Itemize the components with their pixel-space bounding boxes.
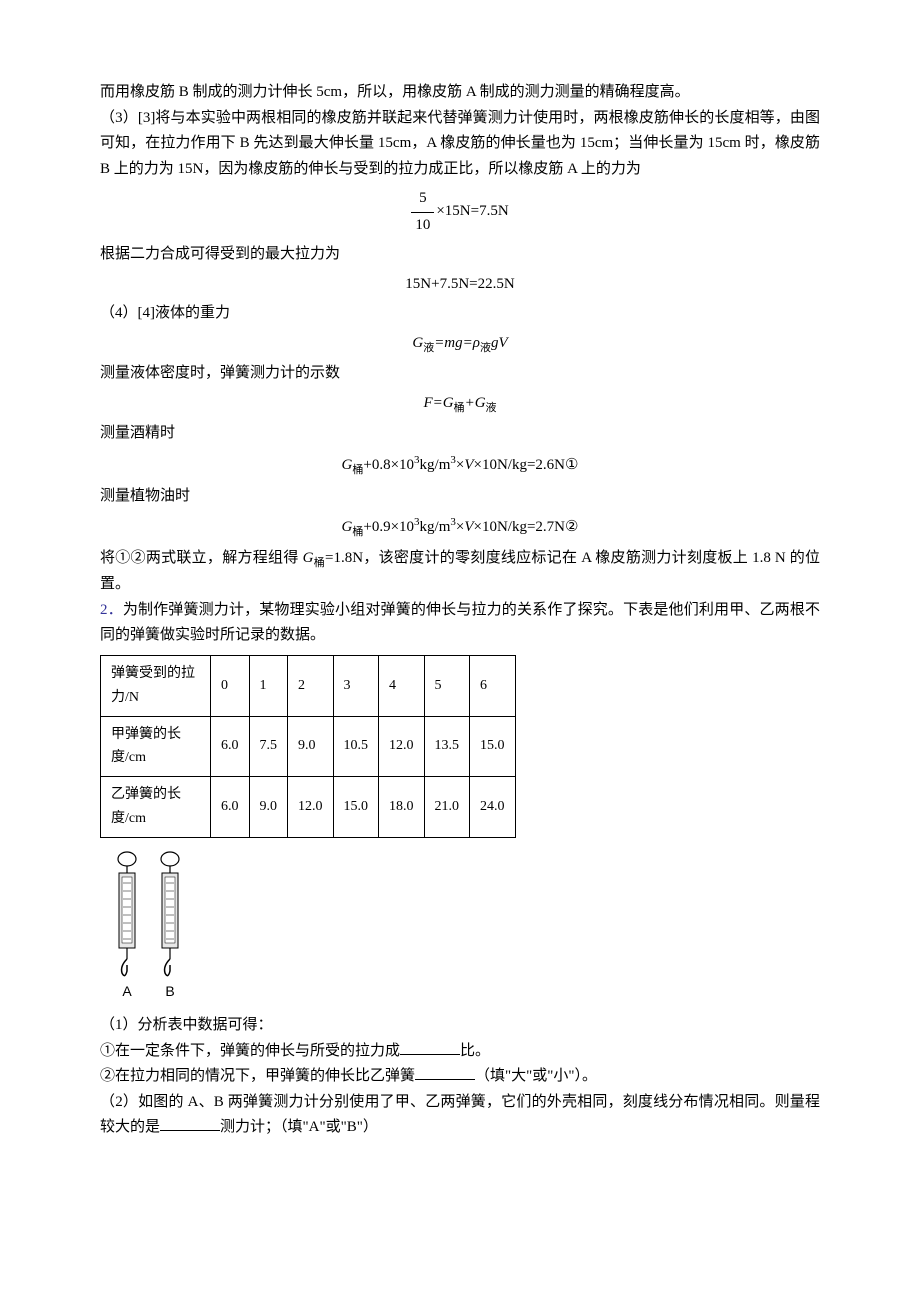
paragraph-2: （3）[3]将与本实验中两根相同的橡皮筋并联起来代替弹簧测力计使用时，两根橡皮筋… bbox=[100, 106, 820, 183]
table-cell: 12.0 bbox=[379, 716, 425, 777]
table-cell: 弹簧受到的拉力/N bbox=[101, 655, 211, 716]
svg-text:A: A bbox=[122, 983, 132, 996]
formula-part: kg/m bbox=[420, 457, 451, 473]
formula-6: G桶+0.9×103kg/m3×V×10N/kg=2.7N② bbox=[100, 513, 820, 542]
fraction-numerator: 5 bbox=[411, 186, 434, 213]
table-row: 乙弹簧的长度/cm 6.0 9.0 12.0 15.0 18.0 21.0 24… bbox=[101, 777, 516, 838]
var-v: V bbox=[464, 457, 473, 473]
var-g: G bbox=[412, 335, 423, 351]
formula-2: 15N+7.5N=22.5N bbox=[100, 272, 820, 298]
question-text: 比。 bbox=[460, 1043, 490, 1059]
table-cell: 5 bbox=[424, 655, 470, 716]
table-cell: 15.0 bbox=[470, 716, 516, 777]
svg-text:B: B bbox=[165, 983, 174, 996]
formula-4: F=G桶+G液 bbox=[100, 391, 820, 418]
spring-gauges-figure: A B bbox=[100, 846, 820, 1006]
formula-part: +0.8×10 bbox=[363, 457, 414, 473]
sub-liquid: 液 bbox=[486, 402, 497, 414]
table-cell: 15.0 bbox=[333, 777, 379, 838]
table-cell: 1 bbox=[249, 655, 288, 716]
paragraph-4: （4）[4]液体的重力 bbox=[100, 301, 820, 327]
table-cell: 24.0 bbox=[470, 777, 516, 838]
sub-bucket: 桶 bbox=[352, 464, 363, 476]
table-row: 甲弹簧的长度/cm 6.0 7.5 9.0 10.5 12.0 13.5 15.… bbox=[101, 716, 516, 777]
formula-part: +0.9×10 bbox=[363, 519, 414, 535]
formula-1: 5 10 ×15N=7.5N bbox=[100, 186, 820, 238]
table-cell: 6.0 bbox=[211, 716, 250, 777]
var-g: G bbox=[342, 457, 353, 473]
formula-end: ×10N/kg=2.7N② bbox=[474, 519, 579, 535]
question-text: （填"大"或"小"）。 bbox=[475, 1068, 597, 1084]
table-cell: 甲弹簧的长度/cm bbox=[101, 716, 211, 777]
question-text: ①在一定条件下，弹簧的伸长与所受的拉力成 bbox=[100, 1043, 400, 1059]
table-cell: 18.0 bbox=[379, 777, 425, 838]
formula-5: G桶+0.8×103kg/m3×V×10N/kg=2.6N① bbox=[100, 451, 820, 480]
table-cell: 12.0 bbox=[288, 777, 334, 838]
var-v: V bbox=[464, 519, 473, 535]
formula-end: ×10N/kg=2.6N① bbox=[474, 457, 579, 473]
table-cell: 21.0 bbox=[424, 777, 470, 838]
question-text: ②在拉力相同的情况下，甲弹簧的伸长比乙弹簧 bbox=[100, 1068, 415, 1084]
sub-bucket: 桶 bbox=[352, 526, 363, 538]
question-2: （2）如图的 A、B 两弹簧测力计分别使用了甲、乙两弹簧，它们的外壳相同，刻度线… bbox=[100, 1090, 820, 1141]
formula-rest: ×15N=7.5N bbox=[436, 199, 508, 225]
table-cell: 9.0 bbox=[249, 777, 288, 838]
sub-liquid2: 液 bbox=[480, 342, 491, 354]
blank-input[interactable] bbox=[415, 1065, 475, 1080]
data-table: 弹簧受到的拉力/N 0 1 2 3 4 5 6 甲弹簧的长度/cm 6.0 7.… bbox=[100, 655, 516, 838]
table-cell: 13.5 bbox=[424, 716, 470, 777]
question-number: 2． bbox=[100, 602, 123, 618]
table-cell: 6.0 bbox=[211, 777, 250, 838]
text-part: 将①②两式联立，解方程组得 bbox=[100, 550, 303, 566]
table-cell: 0 bbox=[211, 655, 250, 716]
paragraph-3: 根据二力合成可得受到的最大拉力为 bbox=[100, 242, 820, 268]
question-1a: ①在一定条件下，弹簧的伸长与所受的拉力成 比。 bbox=[100, 1039, 820, 1065]
formula-mid: =mg=ρ bbox=[434, 335, 480, 351]
sub-bucket: 桶 bbox=[454, 402, 465, 414]
spring-gauge-icon: A B bbox=[100, 846, 200, 996]
paragraph-7: 测量植物油时 bbox=[100, 484, 820, 510]
table-cell: 乙弹簧的长度/cm bbox=[101, 777, 211, 838]
paragraph-9: 2．为制作弹簧测力计，某物理实验小组对弹簧的伸长与拉力的关系作了探究。下表是他们… bbox=[100, 598, 820, 649]
blank-input[interactable] bbox=[400, 1040, 460, 1055]
fraction-denominator: 10 bbox=[411, 213, 434, 239]
table-cell: 6 bbox=[470, 655, 516, 716]
fraction-1: 5 10 bbox=[411, 186, 434, 238]
var-g: G bbox=[342, 519, 353, 535]
formula-end: gV bbox=[491, 335, 508, 351]
table-cell: 4 bbox=[379, 655, 425, 716]
question-text: 测力计；（填"A"或"B"） bbox=[220, 1119, 378, 1135]
table-row: 弹簧受到的拉力/N 0 1 2 3 4 5 6 bbox=[101, 655, 516, 716]
question-1: （1）分析表中数据可得： bbox=[100, 1013, 820, 1039]
formula-3: G液=mg=ρ液gV bbox=[100, 331, 820, 358]
formula-part: kg/m bbox=[420, 519, 451, 535]
table-cell: 3 bbox=[333, 655, 379, 716]
sub-bucket: 桶 bbox=[313, 557, 325, 569]
question-text: 为制作弹簧测力计，某物理实验小组对弹簧的伸长与拉力的关系作了探究。下表是他们利用… bbox=[100, 602, 820, 644]
formula-mid: +G bbox=[465, 395, 486, 411]
sub-liquid: 液 bbox=[423, 342, 434, 354]
paragraph-1: 而用橡皮筋 B 制成的测力计伸长 5cm，所以，用橡皮筋 A 制成的测力测量的精… bbox=[100, 80, 820, 106]
paragraph-6: 测量酒精时 bbox=[100, 421, 820, 447]
paragraph-5: 测量液体密度时，弹簧测力计的示数 bbox=[100, 361, 820, 387]
blank-input[interactable] bbox=[160, 1116, 220, 1131]
table-cell: 9.0 bbox=[288, 716, 334, 777]
paragraph-8: 将①②两式联立，解方程组得 G桶=1.8N，该密度计的零刻度线应标记在 A 橡皮… bbox=[100, 546, 820, 598]
question-1b: ②在拉力相同的情况下，甲弹簧的伸长比乙弹簧 （填"大"或"小"）。 bbox=[100, 1064, 820, 1090]
table-cell: 2 bbox=[288, 655, 334, 716]
var-g: G bbox=[303, 550, 314, 566]
table-cell: 7.5 bbox=[249, 716, 288, 777]
table-cell: 10.5 bbox=[333, 716, 379, 777]
var-f: F=G bbox=[423, 395, 453, 411]
